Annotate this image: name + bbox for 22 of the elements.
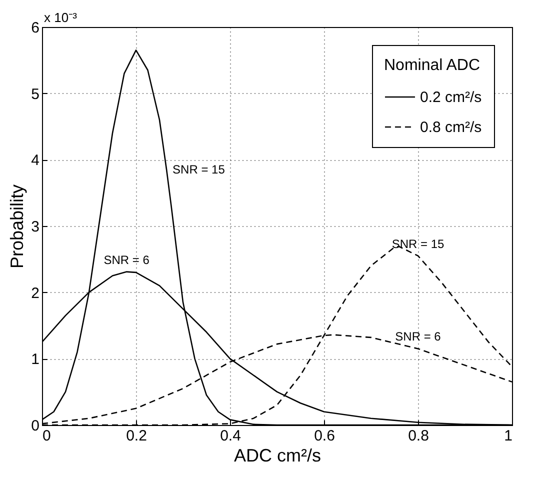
legend-title: Nominal ADC <box>384 57 480 74</box>
y-tick-label: 2 <box>31 284 40 302</box>
x-tick-label: 0 <box>42 428 51 444</box>
x-axis-title: ADC cm²/s <box>234 446 321 466</box>
legend-label: 0.8 cm²/s <box>420 119 482 136</box>
y-tick-label: 5 <box>31 86 40 103</box>
y-tick-label: 4 <box>31 152 40 170</box>
annotation: SNR = 15 <box>392 236 445 251</box>
x-tick-label: 0.8 <box>408 428 429 444</box>
x-tick-label: 0.4 <box>220 428 241 444</box>
x-tick-label: 0.6 <box>314 428 335 444</box>
y-tick-label: 3 <box>31 218 40 236</box>
annotation: SNR = 15 <box>172 162 226 177</box>
y-axis-title: Probability <box>7 184 28 269</box>
annotation: SNR = 6 <box>395 330 442 344</box>
x-tick-label: 1 <box>504 428 512 444</box>
annotation: SNR = 6 <box>104 252 150 267</box>
legend-label: 0.2 cm²/s <box>420 89 482 106</box>
y-tick-label: 1 <box>31 351 40 368</box>
text: x 10⁻³ <box>44 10 78 25</box>
x-tick-label: 0.2 <box>126 428 147 444</box>
y-tick-label: 6 <box>31 20 40 36</box>
